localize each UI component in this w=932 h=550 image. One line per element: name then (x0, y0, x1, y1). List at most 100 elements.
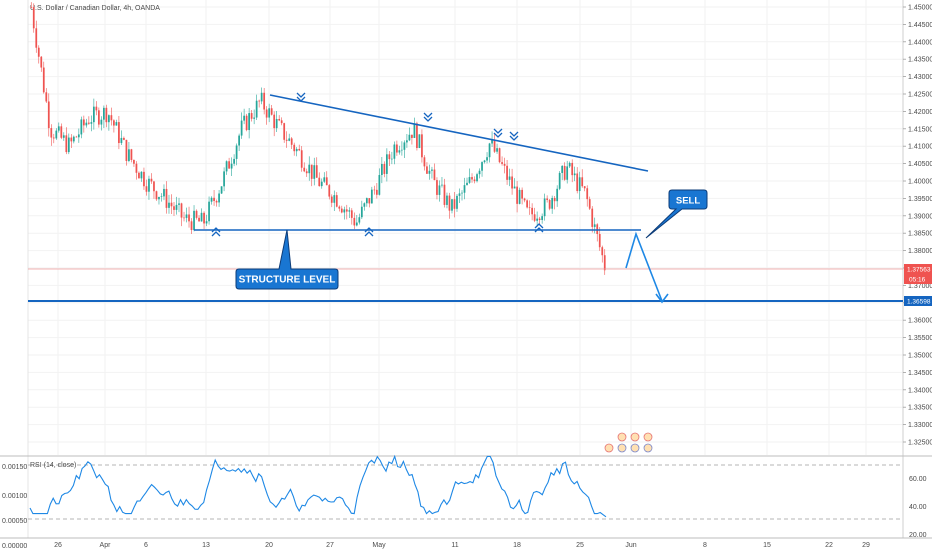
rsi-panel[interactable]: RSI (14, close) 0.00150 0.00100 0.00050 … (2, 454, 927, 550)
candle-body (95, 106, 98, 111)
candle-body (110, 115, 113, 121)
canada-flag-icon[interactable] (630, 432, 640, 442)
candle-body (433, 169, 436, 181)
touch-markers (211, 92, 544, 237)
candle-body (300, 150, 303, 168)
time-axis[interactable]: 26 Apr 6 13 20 27 May 11 18 25 Jun 8 15 22 29 (54, 542, 870, 549)
candle-body (468, 177, 471, 183)
candle-body (586, 188, 589, 200)
us-flag-icon[interactable] (617, 443, 627, 453)
candle-body (546, 198, 549, 200)
candle-body (551, 197, 554, 209)
price-tick-label: 1.37000 (908, 283, 932, 290)
candlestick-series (30, 2, 606, 275)
candle-body (295, 148, 298, 152)
target-price-value: 1.36598 (907, 299, 931, 306)
candle-body (461, 192, 463, 194)
candle-body (563, 165, 566, 180)
economic-events[interactable] (604, 432, 653, 453)
candle-body (215, 200, 218, 203)
candle-body (328, 185, 331, 197)
descending-trendline[interactable] (269, 94, 649, 172)
candle-body (601, 247, 604, 256)
rsi-left-tick: 0.00150 (2, 464, 27, 471)
time-tick-label: Jun (625, 542, 636, 549)
candle-body (488, 143, 491, 158)
price-tick-label: 1.33500 (908, 405, 932, 412)
candle-body (103, 107, 105, 120)
candle-body (268, 108, 271, 118)
candle-body (323, 177, 326, 182)
time-tick-label: 8 (703, 542, 707, 549)
candle-body (213, 197, 215, 201)
candle-body (411, 134, 413, 138)
candle-body (50, 128, 53, 138)
structure-level-callout[interactable]: STRUCTURE LEVEL (235, 229, 339, 290)
candle-body (173, 206, 175, 210)
candle-body (288, 138, 291, 141)
canada-flag-icon[interactable] (604, 443, 614, 453)
candle-body (385, 154, 388, 174)
us-flag-icon[interactable] (630, 443, 640, 453)
sell-label: SELL (676, 196, 700, 207)
rsi-left-tick: 0.00050 (2, 518, 27, 525)
chevron-up-icon (211, 227, 221, 233)
candle-body (305, 171, 308, 174)
candle-body (491, 139, 493, 144)
candle-body (373, 189, 376, 191)
candle-body (278, 119, 281, 121)
candle-body (456, 195, 458, 209)
candle-body (62, 135, 65, 138)
candle-body (315, 165, 318, 178)
candle-body (363, 203, 366, 207)
canada-flag-icon[interactable] (643, 432, 653, 442)
candle-body (30, 7, 33, 8)
candle-body (85, 122, 88, 126)
candle-body (253, 117, 256, 119)
candle-body (208, 201, 210, 222)
candle-body (183, 217, 185, 219)
candle-body (138, 172, 140, 179)
candle-body (478, 170, 481, 175)
canada-flag-icon[interactable] (617, 432, 627, 442)
candle-body (591, 208, 594, 227)
candle-body (573, 173, 576, 176)
candle-body (245, 115, 248, 131)
candle-body (60, 126, 63, 138)
candle-body (118, 122, 120, 144)
sell-callout[interactable]: SELL (645, 189, 708, 239)
candle-body (143, 171, 145, 187)
candle-body (548, 199, 551, 209)
structure-callout-shape (235, 229, 339, 290)
candle-body (193, 210, 195, 230)
price-tick-label: 1.39000 (908, 213, 932, 220)
candle-body (588, 199, 591, 209)
candle-body (70, 137, 73, 142)
candle-body (528, 207, 531, 209)
candle-body (188, 214, 190, 222)
rsi-left-tick: 0.00100 (2, 493, 27, 500)
us-flag-icon[interactable] (643, 443, 653, 453)
chevron-up-icon (364, 227, 374, 233)
candle-body (561, 165, 564, 173)
candle-body (553, 197, 556, 202)
candle-body (218, 193, 220, 203)
candle-body (308, 164, 311, 174)
candle-body (40, 56, 43, 68)
candle-body (285, 139, 288, 141)
candle-body (313, 165, 316, 179)
candle-body (290, 138, 293, 145)
price-tick-label: 1.35000 (908, 353, 932, 360)
current-price-value: 1.37563 (907, 267, 931, 274)
price-axis[interactable]: 1.45000 1.44500 1.44000 1.43500 1.43000 1.425… (903, 5, 932, 447)
price-tick-label: 1.42500 (908, 92, 932, 99)
price-tick-label: 1.43500 (908, 57, 932, 64)
candle-body (45, 92, 48, 102)
time-tick-label: May (372, 542, 386, 549)
candle-body (178, 203, 180, 205)
price-tick-label: 1.36000 (908, 318, 932, 325)
candle-body (581, 177, 584, 187)
